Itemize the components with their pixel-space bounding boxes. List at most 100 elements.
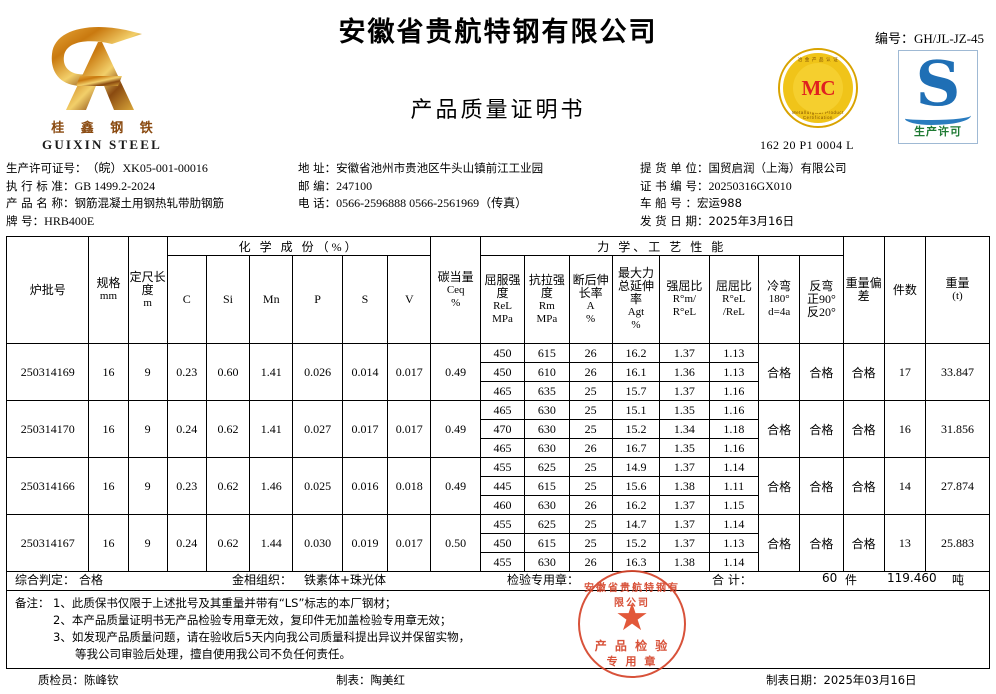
cell-ceq: 0.49 xyxy=(430,457,481,515)
cell-weight: 31.856 xyxy=(924,400,991,458)
th-agt: 最大力总延伸率 Agt % xyxy=(611,255,661,344)
vehicle-no-label: 车 船 号 ： xyxy=(640,196,697,210)
vehicle-no-value: 宏运988 xyxy=(696,196,742,210)
th-tensile-strength: 抗拉强度 Rm MPa xyxy=(524,255,570,344)
cell-rm: 615 xyxy=(524,533,570,553)
th-a-sym: A xyxy=(586,299,595,312)
th-ceq: 碳当量 Ceq % xyxy=(430,236,481,344)
th-rev-bend-l1: 正90° xyxy=(807,292,836,306)
th-length-name: 定尺长度 xyxy=(129,269,166,297)
th-rev-bend-name: 反弯 xyxy=(809,279,834,293)
cell-ratio-rel: 1.13 xyxy=(708,343,760,363)
cell-weight-dev: 合格 xyxy=(842,400,885,458)
cell-ratio-rel: 1.15 xyxy=(708,495,760,515)
th-length-unit: m xyxy=(143,296,152,309)
cell-heat-no: 250314166 xyxy=(5,457,90,515)
total-weight-value: 119.460 xyxy=(887,571,937,585)
cell-mn: 1.41 xyxy=(249,343,294,401)
cell-s: 0.016 xyxy=(341,457,389,515)
cell-ratio-rel: 1.13 xyxy=(708,362,760,382)
sq-swoosh-decoration xyxy=(905,109,971,125)
cell-a: 25 xyxy=(568,514,613,534)
cell-c: 0.24 xyxy=(166,400,207,458)
th-weight-deviation: 重量偏差 xyxy=(842,236,885,344)
cell-rm: 635 xyxy=(524,381,570,401)
cell-ratio-rm: 1.38 xyxy=(659,476,710,496)
cell-rm: 630 xyxy=(524,400,570,420)
th-rm-sym: Rm xyxy=(538,299,555,312)
cell-spec: 16 xyxy=(88,457,129,515)
info-column-middle: 地 址： 安徽省池州市贵池区牛头山镇前江工业园 邮 编： 247100 电 话： 05… xyxy=(298,160,543,213)
remarks-label: 备注： xyxy=(15,596,50,610)
cell-c: 0.23 xyxy=(166,457,207,515)
th-ratio-rm-rel: 强屈比 R°m/ R°eL xyxy=(659,255,710,344)
cell-ratio-rm: 1.37 xyxy=(659,381,710,401)
remarks-block: 备注： 1、此质保书仅限于上述批号及其重量并带有“LS”标志的本厂钢材； 2、本… xyxy=(6,591,990,669)
mc-seal-text: MC xyxy=(801,75,836,100)
cell-s: 0.017 xyxy=(341,400,389,458)
cell-mn: 1.41 xyxy=(249,400,294,458)
th-reverse-bend: 反弯 正90° 反20° xyxy=(799,255,844,344)
table-row: 250314169 16 9 0.23 0.60 1.41 0.026 0.01… xyxy=(5,343,991,401)
th-heat-no: 炉批号 xyxy=(5,236,90,344)
th-rm-name: 抗拉强度 xyxy=(528,272,565,300)
table-row-sub: 450 615 25 15.2 1.37 1.13 xyxy=(7,533,990,553)
th-a-name: 断后伸长率 xyxy=(572,272,609,300)
cell-si: 0.62 xyxy=(205,457,251,515)
cell-c: 0.24 xyxy=(166,514,207,572)
th-rel-sym: ReL xyxy=(493,299,513,312)
th-weight-unit: (t) xyxy=(952,290,963,302)
mc-certification-seal-icon: 冶 金 产 品 认 证 Metallurgical Product Certif… xyxy=(778,48,858,128)
cell-cold-bend: 合格 xyxy=(758,514,801,572)
th-chem-c: C xyxy=(166,255,207,344)
list-item: 1、此质保书仅限于上述批号及其重量并带有“LS”标志的本厂钢材； xyxy=(53,596,397,610)
cell-length: 9 xyxy=(127,514,168,572)
cell-v: 0.017 xyxy=(387,514,432,572)
cell-ceq: 0.50 xyxy=(430,514,481,572)
document-subtitle: 产品质量证明书 xyxy=(410,98,586,123)
cell-rm: 630 xyxy=(524,552,570,572)
metallography-value: 铁素体+珠光体 xyxy=(304,573,387,587)
cell-v: 0.017 xyxy=(387,343,432,401)
cell-weight-dev: 合格 xyxy=(842,514,885,572)
license-no-label: 生产许可证号： xyxy=(6,161,87,175)
cell-a: 26 xyxy=(568,343,613,363)
th-ratio-rm-name: 强屈比 xyxy=(666,279,703,293)
table-row-sub: 445 615 25 15.6 1.38 1.11 xyxy=(7,476,990,496)
cell-length: 9 xyxy=(127,400,168,458)
pieces-unit: 件 xyxy=(845,573,858,587)
cell-rev-bend: 合格 xyxy=(799,400,844,458)
cell-v: 0.017 xyxy=(387,400,432,458)
table-row: 250314167 16 9 0.24 0.62 1.44 0.030 0.01… xyxy=(5,514,991,572)
th-rev-bend-l2: 反20° xyxy=(807,305,836,319)
ship-date-label: 发 货 日 期： xyxy=(640,213,709,228)
cell-ratio-rm: 1.38 xyxy=(659,552,710,572)
cell-rm: 615 xyxy=(524,343,570,363)
logo-text-en: GUIXIN STEEL xyxy=(42,137,162,152)
product-name-label: 产 品 名 称： xyxy=(6,196,75,210)
th-chem-s: S xyxy=(341,255,389,344)
cell-p: 0.026 xyxy=(292,343,343,401)
th-elongation: 断后伸长率 A % xyxy=(568,255,613,344)
th-spec-unit: mm xyxy=(99,290,118,302)
cell-spec: 16 xyxy=(88,400,129,458)
cell-s: 0.019 xyxy=(341,514,389,572)
cell-a: 25 xyxy=(568,400,613,420)
cell-heat-no: 250314167 xyxy=(5,514,90,572)
ship-date-value: 2025年3月16日 xyxy=(708,213,795,228)
grade-label: 牌 号： xyxy=(6,213,45,228)
cell-agt: 16.2 xyxy=(611,343,661,363)
th-pieces: 件数 xyxy=(883,236,926,344)
postcode-label: 邮 编： xyxy=(298,178,337,193)
certificate-no-label: 证 书 编 号： xyxy=(640,178,709,193)
table-row-sub: 455 630 26 16.3 1.38 1.14 xyxy=(7,552,990,572)
metallography-label: 金相组织： xyxy=(232,573,293,587)
cell-length: 9 xyxy=(127,343,168,401)
stamp-line-2: 专 用 章 xyxy=(606,655,658,668)
th-length: 定尺长度 m xyxy=(127,236,168,344)
cell-pieces: 14 xyxy=(883,457,926,515)
cell-ratio-rm: 1.37 xyxy=(659,533,710,553)
list-item: 3、如发现产品质量问题，请在验收后5天内向我公司质量科提出异议并保留实物， xyxy=(53,630,471,644)
th-ceq-name: 碳当量 xyxy=(437,269,474,284)
cell-weight: 25.883 xyxy=(924,514,991,572)
